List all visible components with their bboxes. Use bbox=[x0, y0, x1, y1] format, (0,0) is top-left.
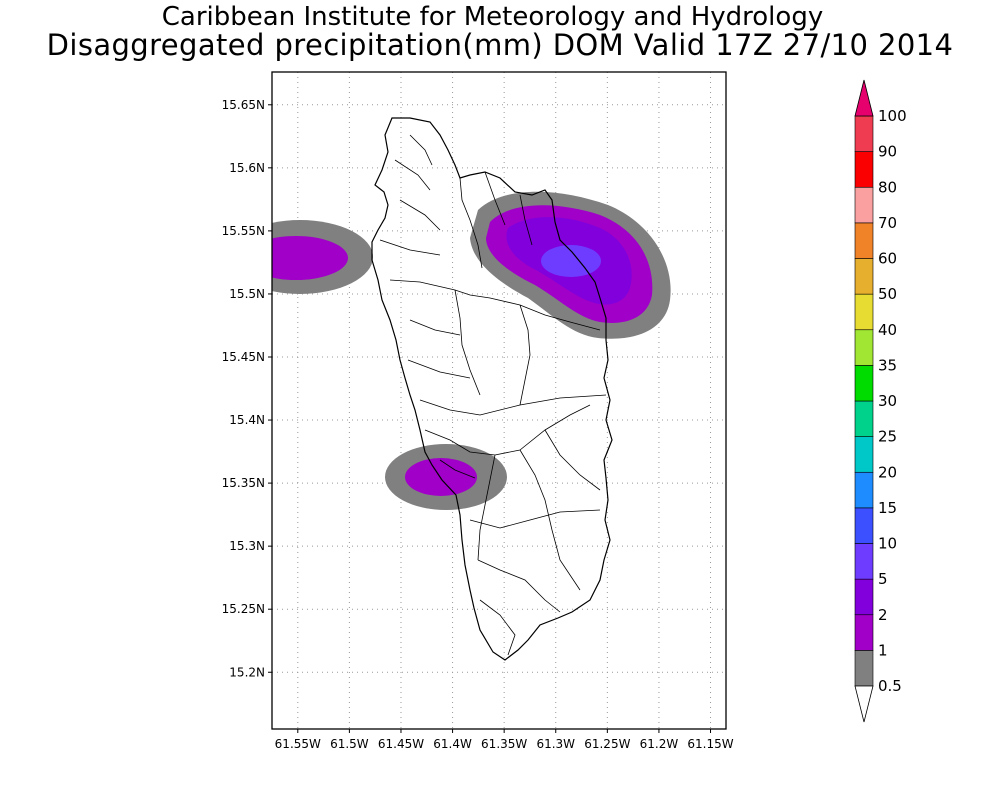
x-tick-label: 61.25W bbox=[584, 737, 630, 751]
colorbar-band bbox=[854, 436, 874, 473]
colorbar-label: 30 bbox=[878, 392, 897, 410]
colorbar-label: 100 bbox=[878, 107, 907, 125]
x-tick-label: 61.45W bbox=[378, 737, 424, 751]
y-tick-label: 15.5N bbox=[229, 287, 265, 301]
y-tick-label: 15.65N bbox=[222, 98, 265, 112]
precip-field bbox=[272, 191, 671, 510]
colorbar-label: 2 bbox=[878, 606, 888, 624]
precip-contour-1 bbox=[272, 236, 348, 280]
colorbar-band bbox=[854, 471, 874, 509]
y-tick-label: 15.6N bbox=[229, 161, 265, 175]
river-network bbox=[379, 134, 607, 656]
x-tick-label: 61.55W bbox=[275, 737, 321, 751]
chart-title-institute: Caribbean Institute for Meteorology and … bbox=[161, 2, 824, 32]
x-tick-label: 61.3W bbox=[536, 737, 575, 751]
colorbar-band bbox=[854, 578, 874, 616]
colorbar-label: 25 bbox=[878, 428, 897, 446]
y-tick-label: 15.45N bbox=[222, 350, 265, 364]
colorbar-label: 80 bbox=[878, 178, 897, 196]
precip-contour-1 bbox=[405, 458, 477, 496]
precip-area-south bbox=[385, 444, 507, 510]
colorbar-label: 0.5 bbox=[878, 677, 902, 695]
chart-title: Disaggregated precipitation(mm) DOM Vali… bbox=[46, 28, 954, 62]
colorbar-label: 20 bbox=[878, 463, 897, 481]
colorbar-label: 40 bbox=[878, 321, 897, 339]
colorbar-label: 5 bbox=[878, 570, 888, 588]
plot-frame bbox=[271, 71, 727, 730]
precip-area-northeast bbox=[470, 191, 671, 339]
colorbar-label: 50 bbox=[878, 285, 897, 303]
x-tick-label: 61.4W bbox=[433, 737, 472, 751]
colorbar-band bbox=[854, 365, 874, 402]
x-tick-label: 61.5W bbox=[330, 737, 369, 751]
y-tick-label: 15.55N bbox=[222, 224, 265, 238]
y-tick-label: 15.3N bbox=[229, 539, 265, 553]
colorbar-under-arrow bbox=[854, 685, 874, 723]
colorbar-band bbox=[854, 258, 874, 295]
y-tick-label: 15.25N bbox=[222, 602, 265, 616]
x-tick-label: 61.2W bbox=[640, 737, 679, 751]
colorbar-band bbox=[854, 614, 874, 651]
colorbar-band bbox=[854, 186, 874, 224]
colorbar-band bbox=[854, 543, 874, 580]
precip-contour-5 bbox=[541, 245, 601, 277]
colorbar-band bbox=[854, 400, 874, 437]
dominica-coastline bbox=[371, 117, 613, 661]
colorbar-label: 90 bbox=[878, 143, 897, 161]
colorbar-band bbox=[854, 650, 874, 687]
x-tick-label: 61.15W bbox=[687, 737, 733, 751]
colorbar-band bbox=[854, 222, 874, 259]
x-tick-label: 61.35W bbox=[481, 737, 527, 751]
colorbar-band bbox=[854, 507, 874, 544]
colorbar-label: 10 bbox=[878, 535, 897, 553]
y-tick-label: 15.35N bbox=[222, 476, 265, 490]
colorbar-label: 60 bbox=[878, 250, 897, 268]
grid-lines bbox=[272, 72, 726, 729]
y-tick-label: 15.2N bbox=[229, 665, 265, 679]
colorbar-label: 1 bbox=[878, 641, 888, 659]
colorbar-label: 70 bbox=[878, 214, 897, 232]
precip-area-west bbox=[272, 220, 373, 294]
colorbar-label: 35 bbox=[878, 356, 897, 374]
colorbar-band bbox=[854, 329, 874, 366]
axes: 61.55W 61.5W 61.45W 61.4W 61.35W 61.3W 61.25W 6… bbox=[222, 98, 734, 751]
colorbar-band bbox=[854, 293, 874, 331]
colorbar-band bbox=[854, 151, 874, 188]
island-map bbox=[371, 117, 613, 661]
colorbar-label: 15 bbox=[878, 499, 897, 517]
colorbar-over-arrow bbox=[854, 79, 874, 117]
colorbar-band bbox=[854, 115, 874, 152]
y-tick-label: 15.4N bbox=[229, 413, 265, 427]
